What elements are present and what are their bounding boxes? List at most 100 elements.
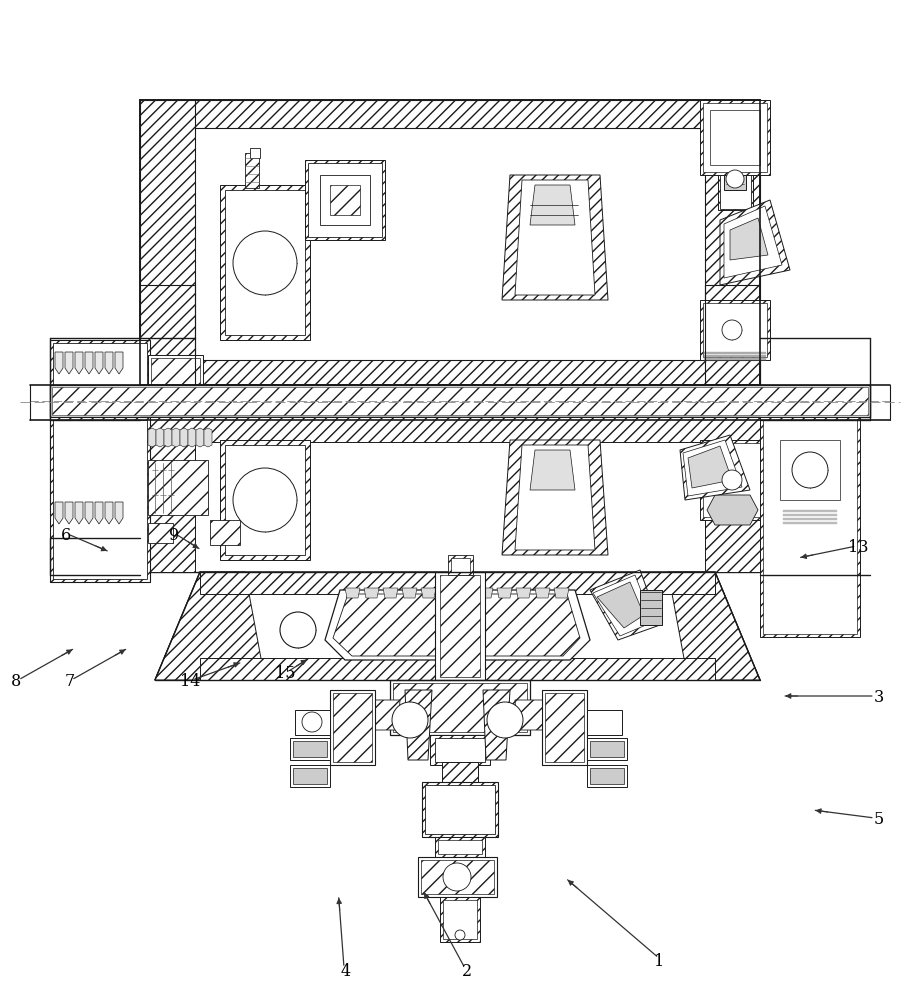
Bar bbox=[250, 148, 260, 158]
Bar bbox=[545, 693, 584, 762]
Bar bbox=[430, 735, 490, 765]
Bar bbox=[53, 420, 147, 579]
Bar bbox=[438, 840, 482, 854]
Bar bbox=[718, 155, 753, 210]
Bar bbox=[783, 514, 837, 516]
Bar bbox=[700, 100, 770, 175]
Bar bbox=[720, 158, 751, 209]
Bar bbox=[140, 417, 760, 442]
Polygon shape bbox=[383, 588, 398, 598]
Bar bbox=[418, 857, 497, 897]
Polygon shape bbox=[95, 352, 103, 374]
Polygon shape bbox=[115, 502, 123, 524]
Polygon shape bbox=[593, 575, 653, 636]
Bar bbox=[705, 100, 760, 390]
Polygon shape bbox=[204, 428, 212, 447]
Bar bbox=[435, 738, 485, 762]
Bar bbox=[140, 100, 760, 128]
Polygon shape bbox=[680, 435, 750, 500]
Polygon shape bbox=[55, 502, 63, 524]
Polygon shape bbox=[516, 588, 531, 598]
Polygon shape bbox=[683, 440, 742, 496]
Bar bbox=[320, 175, 370, 225]
Bar bbox=[724, 168, 746, 190]
Bar bbox=[140, 360, 760, 385]
Text: 6: 6 bbox=[60, 528, 71, 544]
Text: 13: 13 bbox=[848, 540, 868, 556]
Polygon shape bbox=[515, 700, 550, 730]
Text: 2: 2 bbox=[461, 964, 472, 980]
Bar bbox=[210, 520, 240, 545]
Polygon shape bbox=[155, 572, 265, 680]
Polygon shape bbox=[115, 352, 123, 374]
Polygon shape bbox=[155, 572, 760, 680]
Polygon shape bbox=[530, 450, 575, 490]
Polygon shape bbox=[668, 572, 760, 680]
Bar bbox=[290, 765, 330, 787]
Text: 14: 14 bbox=[180, 674, 200, 690]
Polygon shape bbox=[688, 446, 732, 488]
Bar bbox=[50, 385, 870, 417]
Bar bbox=[140, 100, 760, 385]
Bar bbox=[422, 782, 498, 837]
Bar bbox=[390, 680, 530, 735]
Bar bbox=[220, 185, 310, 340]
Polygon shape bbox=[502, 175, 608, 300]
Bar bbox=[293, 768, 327, 784]
Bar bbox=[440, 897, 480, 942]
Polygon shape bbox=[333, 594, 580, 656]
Polygon shape bbox=[530, 185, 575, 225]
Polygon shape bbox=[95, 502, 103, 524]
Polygon shape bbox=[502, 440, 608, 555]
Bar bbox=[148, 523, 173, 543]
Circle shape bbox=[722, 320, 742, 340]
Polygon shape bbox=[105, 352, 113, 374]
Bar bbox=[440, 575, 480, 677]
Polygon shape bbox=[590, 570, 660, 640]
Circle shape bbox=[792, 452, 828, 488]
Polygon shape bbox=[325, 590, 590, 660]
Bar bbox=[151, 358, 200, 387]
Bar bbox=[780, 440, 840, 500]
Bar bbox=[50, 417, 150, 582]
Bar bbox=[705, 417, 760, 572]
Bar bbox=[783, 518, 837, 520]
Text: 4: 4 bbox=[340, 964, 351, 980]
Bar bbox=[442, 762, 478, 782]
Text: 3: 3 bbox=[873, 690, 884, 706]
Bar bbox=[330, 185, 360, 215]
Polygon shape bbox=[515, 180, 595, 295]
Circle shape bbox=[392, 702, 428, 738]
Bar bbox=[140, 100, 195, 390]
Bar bbox=[704, 355, 766, 357]
Text: 9: 9 bbox=[168, 528, 179, 544]
Polygon shape bbox=[148, 428, 156, 447]
Polygon shape bbox=[403, 714, 417, 726]
Bar bbox=[703, 443, 767, 517]
Bar bbox=[333, 693, 372, 762]
Bar bbox=[710, 110, 760, 165]
Bar bbox=[225, 190, 305, 335]
Bar bbox=[435, 837, 485, 857]
Bar bbox=[704, 352, 766, 354]
Bar bbox=[225, 445, 305, 555]
Bar bbox=[425, 785, 495, 834]
Bar bbox=[290, 738, 330, 760]
Bar bbox=[704, 358, 766, 360]
Bar bbox=[220, 440, 310, 560]
Polygon shape bbox=[55, 352, 63, 374]
Bar bbox=[421, 860, 494, 894]
Text: 15: 15 bbox=[275, 666, 296, 682]
Bar bbox=[140, 417, 195, 572]
Circle shape bbox=[726, 170, 744, 188]
Circle shape bbox=[455, 930, 465, 940]
Text: 8: 8 bbox=[11, 674, 22, 690]
Circle shape bbox=[233, 468, 297, 532]
Polygon shape bbox=[156, 428, 164, 447]
Bar bbox=[50, 340, 150, 510]
Circle shape bbox=[233, 231, 297, 295]
Polygon shape bbox=[720, 200, 790, 285]
Polygon shape bbox=[75, 502, 83, 524]
Polygon shape bbox=[85, 502, 93, 524]
Polygon shape bbox=[65, 502, 73, 524]
